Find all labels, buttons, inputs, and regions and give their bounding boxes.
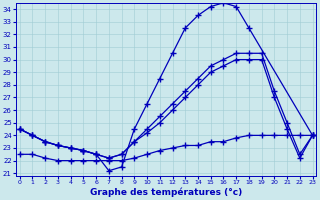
X-axis label: Graphe des températures (°c): Graphe des températures (°c) bbox=[90, 188, 242, 197]
